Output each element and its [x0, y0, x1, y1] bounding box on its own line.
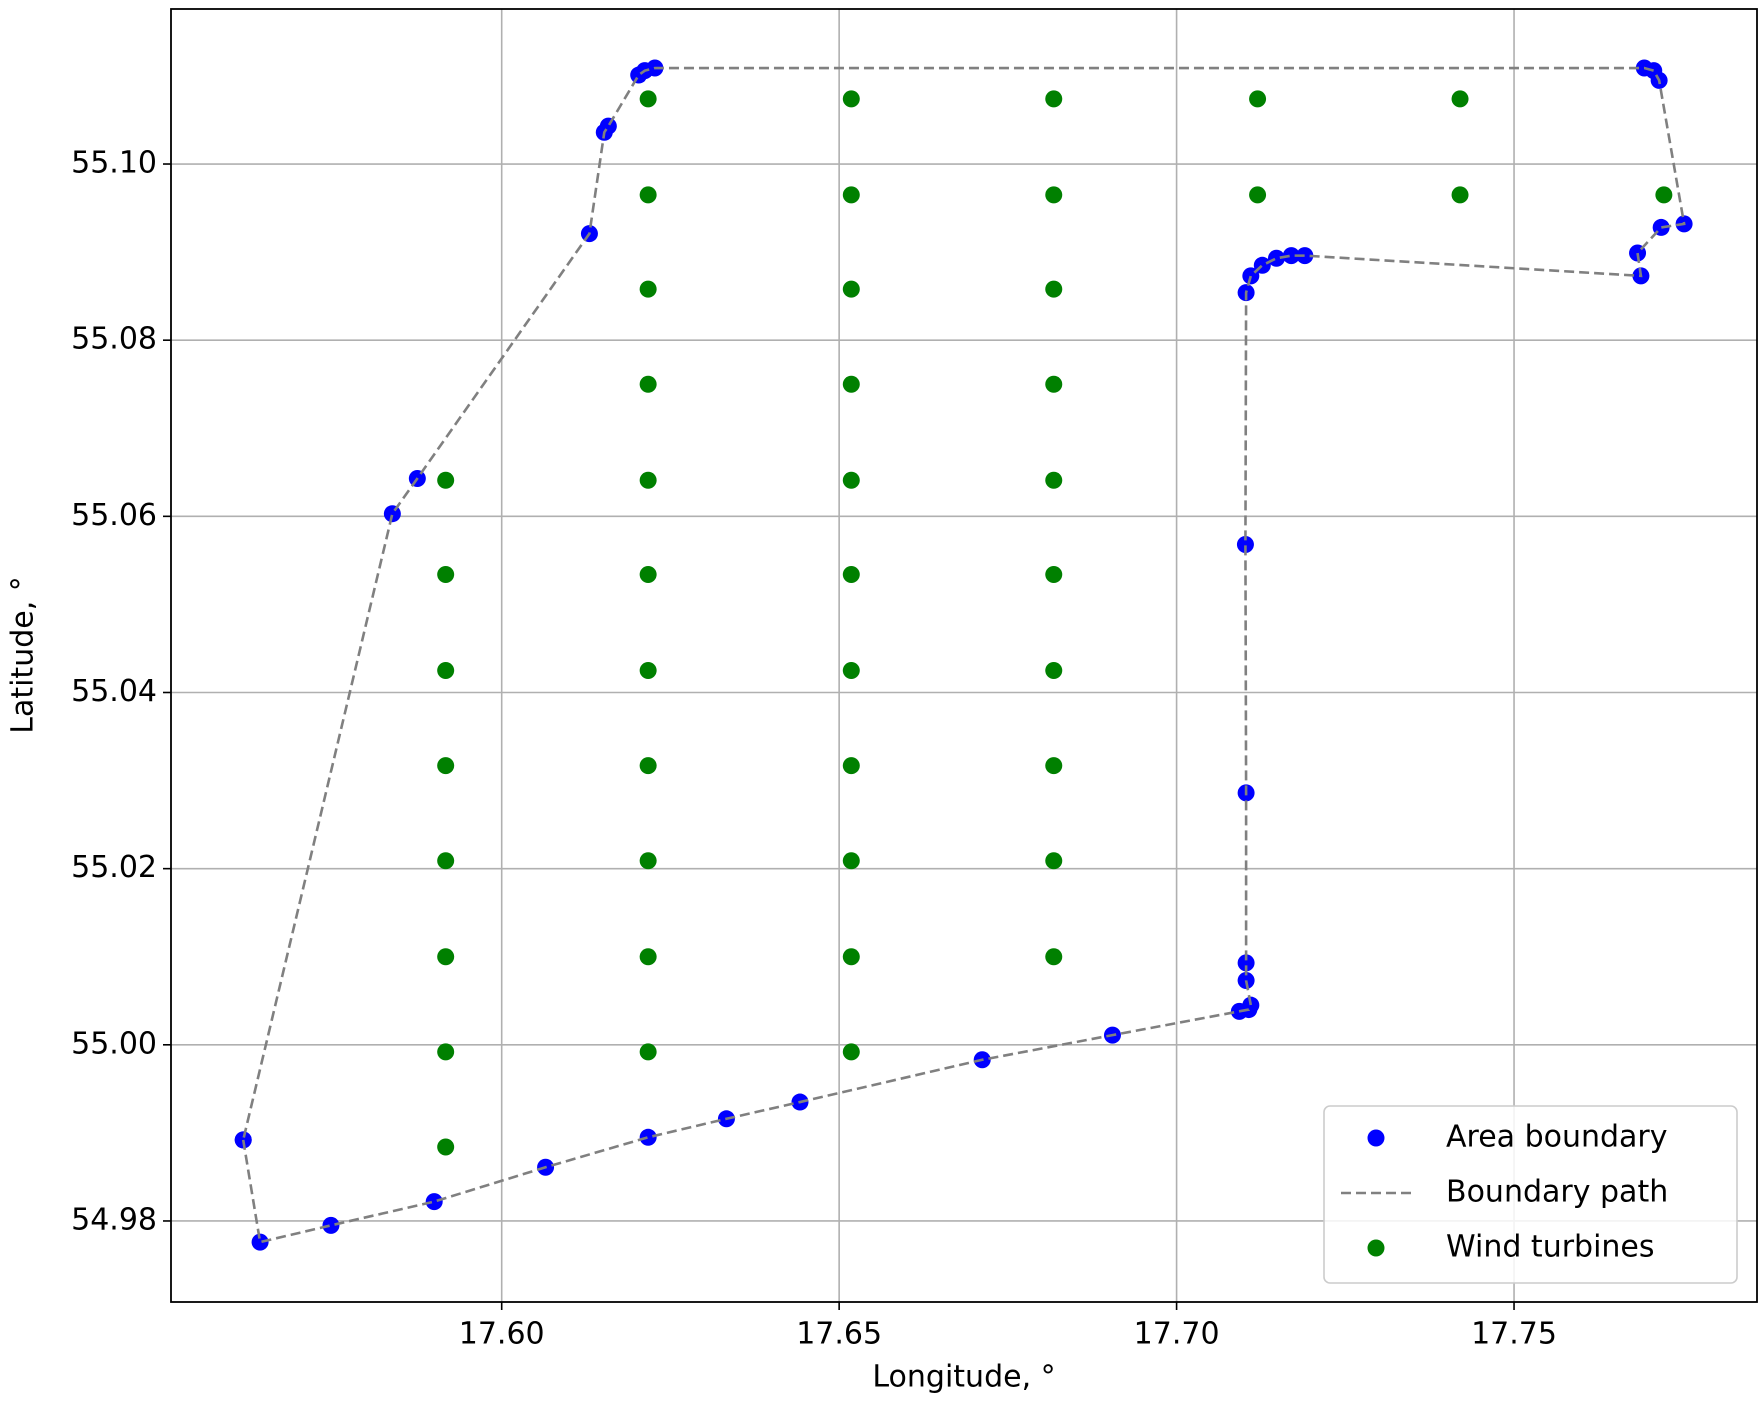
x-tick-label: 17.60: [459, 1317, 545, 1352]
point: [437, 1138, 455, 1156]
point: [1045, 661, 1063, 679]
point: [437, 565, 455, 583]
x-tick-label: 17.65: [796, 1317, 882, 1352]
point: [437, 948, 455, 966]
legend-marker: [1367, 1239, 1385, 1257]
y-tick-label: 55.04: [71, 674, 157, 709]
point: [639, 757, 657, 775]
point: [1045, 186, 1063, 204]
point: [1045, 948, 1063, 966]
y-axis-label: Latitude, °: [6, 576, 41, 734]
point: [1045, 471, 1063, 489]
point: [1249, 186, 1267, 204]
point: [842, 852, 860, 870]
point: [437, 471, 455, 489]
point: [1237, 954, 1255, 972]
legend-box: [1323, 1105, 1738, 1284]
point: [437, 852, 455, 870]
point: [1045, 280, 1063, 298]
point: [842, 948, 860, 966]
point: [639, 1043, 657, 1061]
x-tick-label: 17.75: [1471, 1317, 1557, 1352]
y-tick-label: 55.10: [71, 146, 157, 181]
point: [639, 471, 657, 489]
point: [437, 1043, 455, 1061]
point: [1249, 90, 1267, 108]
point: [639, 375, 657, 393]
point: [639, 948, 657, 966]
y-tick-label: 55.06: [71, 498, 157, 533]
point: [639, 1128, 657, 1146]
point: [842, 90, 860, 108]
point: [322, 1216, 340, 1234]
y-tick-label: 54.98: [71, 1202, 157, 1237]
point: [842, 661, 860, 679]
point: [1451, 186, 1469, 204]
legend-label: Area boundary: [1446, 1120, 1668, 1155]
point: [842, 1043, 860, 1061]
plot-frame: [170, 8, 1758, 1303]
point: [1236, 536, 1254, 554]
point: [251, 1233, 269, 1251]
point: [1296, 247, 1314, 265]
point: [842, 471, 860, 489]
point: [630, 66, 648, 84]
y-tick-label: 55.08: [71, 322, 157, 357]
point: [1045, 375, 1063, 393]
point: [425, 1193, 443, 1211]
y-tick-label: 55.00: [71, 1026, 157, 1061]
point: [842, 375, 860, 393]
point: [639, 90, 657, 108]
point: [1267, 249, 1285, 267]
point: [639, 565, 657, 583]
y-tick-label: 55.02: [71, 850, 157, 885]
point: [639, 661, 657, 679]
point: [842, 565, 860, 583]
point: [383, 505, 401, 523]
point: [1451, 90, 1469, 108]
legend-label: Wind turbines: [1446, 1230, 1655, 1265]
point: [639, 280, 657, 298]
point: [639, 852, 657, 870]
point: [842, 757, 860, 775]
legend-label: Boundary path: [1446, 1175, 1668, 1210]
point: [1655, 186, 1673, 204]
point: [842, 280, 860, 298]
legend-marker: [1367, 1129, 1385, 1147]
point: [1045, 90, 1063, 108]
boundary-path: [241, 66, 1686, 1244]
point: [437, 757, 455, 775]
point: [1045, 757, 1063, 775]
point: [842, 186, 860, 204]
x-axis-label: Longitude, °: [872, 1360, 1055, 1395]
point: [639, 186, 657, 204]
point: [437, 661, 455, 679]
point: [1282, 247, 1300, 265]
x-tick-label: 17.70: [1134, 1317, 1220, 1352]
point: [1045, 565, 1063, 583]
point: [1045, 852, 1063, 870]
